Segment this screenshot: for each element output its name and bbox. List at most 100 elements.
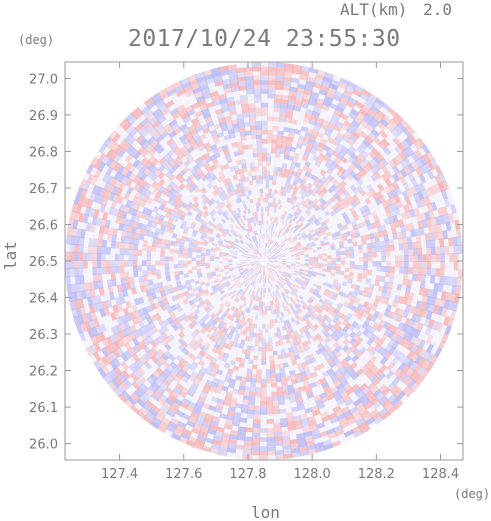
heatmap-cell	[193, 378, 202, 386]
heatmap-cell	[232, 255, 238, 258]
heatmap-cell	[319, 169, 327, 176]
heatmap-cell	[123, 260, 129, 267]
heatmap-cell	[156, 146, 165, 155]
heatmap-cell	[333, 308, 340, 315]
heatmap-cell	[235, 375, 242, 381]
heatmap-cell	[161, 220, 168, 227]
heatmap-cell	[403, 272, 409, 280]
heatmap-cell	[285, 338, 291, 344]
heatmap-cell	[408, 254, 414, 262]
heatmap-cell	[257, 346, 263, 352]
heatmap-cell	[297, 167, 304, 174]
y-tick-label: 27.0	[29, 72, 58, 87]
heatmap-cell	[417, 254, 423, 262]
heatmap-cell	[200, 322, 207, 329]
heatmap-cell	[244, 130, 252, 136]
heatmap-cell	[440, 189, 449, 200]
heatmap-cell	[168, 287, 175, 294]
heatmap-cell	[427, 225, 434, 235]
heatmap-cell	[169, 194, 177, 201]
heatmap-cell	[177, 315, 184, 323]
heatmap-cell	[310, 91, 320, 98]
heatmap-cell	[129, 147, 138, 158]
heatmap-cell	[309, 261, 314, 264]
heatmap-cell	[130, 106, 141, 117]
heatmap-cell	[80, 188, 88, 199]
heatmap-cell	[275, 294, 279, 300]
heatmap-cell	[413, 306, 420, 316]
heatmap-cell	[204, 437, 215, 444]
heatmap-cell	[104, 219, 111, 229]
heatmap-cell	[217, 170, 225, 177]
heatmap-cell	[84, 320, 92, 331]
heatmap-cell	[312, 409, 321, 417]
heatmap-cell	[200, 223, 207, 229]
heatmap-cell	[287, 223, 292, 229]
heatmap-cell	[137, 308, 145, 317]
heatmap-cell	[175, 293, 182, 300]
heatmap-cell	[387, 338, 396, 347]
heatmap-cell	[303, 150, 311, 157]
heatmap-cell	[273, 427, 282, 433]
heatmap-cell	[111, 133, 121, 143]
heatmap-cell	[245, 427, 254, 433]
heatmap-cell	[251, 290, 255, 296]
heatmap-cell	[299, 279, 305, 283]
heatmap-cell	[101, 266, 107, 275]
y-tick-label: 26.3	[29, 328, 58, 343]
heatmap-cell	[322, 144, 331, 152]
heatmap-cell	[391, 348, 400, 358]
heatmap-cell	[300, 65, 311, 72]
heatmap-cell	[273, 309, 277, 315]
heatmap-cell	[408, 248, 414, 256]
heatmap-cell	[268, 268, 272, 273]
heatmap-cell	[161, 325, 169, 333]
heatmap-cell	[250, 261, 255, 263]
heatmap-cell	[89, 288, 96, 298]
heatmap-cell	[242, 144, 249, 150]
heatmap-cell	[200, 252, 206, 257]
heatmap-cell	[271, 265, 276, 269]
heatmap-cell	[293, 330, 299, 337]
heatmap-cell	[173, 318, 180, 325]
heatmap-cell	[417, 247, 423, 256]
heatmap-cell	[258, 337, 263, 343]
heatmap-cell	[111, 185, 119, 195]
heatmap-cell	[110, 142, 120, 152]
heatmap-cell	[194, 292, 201, 298]
heatmap-cell	[259, 66, 270, 72]
heatmap-cell	[313, 261, 319, 264]
heatmap-cell	[185, 237, 191, 242]
heatmap-cell	[180, 211, 187, 218]
heatmap-cell	[306, 444, 317, 451]
heatmap-cell	[140, 129, 150, 139]
heatmap-cell	[144, 399, 155, 409]
heatmap-cell	[255, 244, 259, 249]
heatmap-cell	[255, 239, 258, 245]
heatmap-cell	[427, 288, 434, 298]
heatmap-cell	[378, 195, 386, 204]
heatmap-cell	[246, 218, 251, 224]
heatmap-cell	[217, 222, 224, 228]
heatmap-cell	[223, 252, 229, 255]
heatmap-cell	[209, 129, 218, 136]
heatmap-cell	[351, 354, 359, 363]
heatmap-cell	[428, 210, 436, 220]
heatmap-cell	[429, 275, 436, 284]
heatmap-cell	[361, 88, 372, 98]
heatmap-cell	[249, 299, 254, 305]
heatmap-cell	[225, 203, 231, 209]
heatmap-cell	[73, 299, 80, 310]
heatmap-cell	[217, 93, 227, 100]
heatmap-cell	[252, 423, 261, 429]
heatmap-cell	[318, 305, 325, 312]
heatmap-cell	[414, 158, 424, 169]
heatmap-cell	[98, 331, 106, 342]
heatmap-cell	[101, 253, 106, 261]
heatmap-cell	[181, 347, 189, 356]
heatmap-cell	[151, 241, 158, 248]
heatmap-cell	[330, 440, 342, 448]
heatmap-cell	[292, 415, 302, 422]
heatmap-cell	[262, 324, 266, 329]
heatmap-cell	[283, 211, 288, 217]
